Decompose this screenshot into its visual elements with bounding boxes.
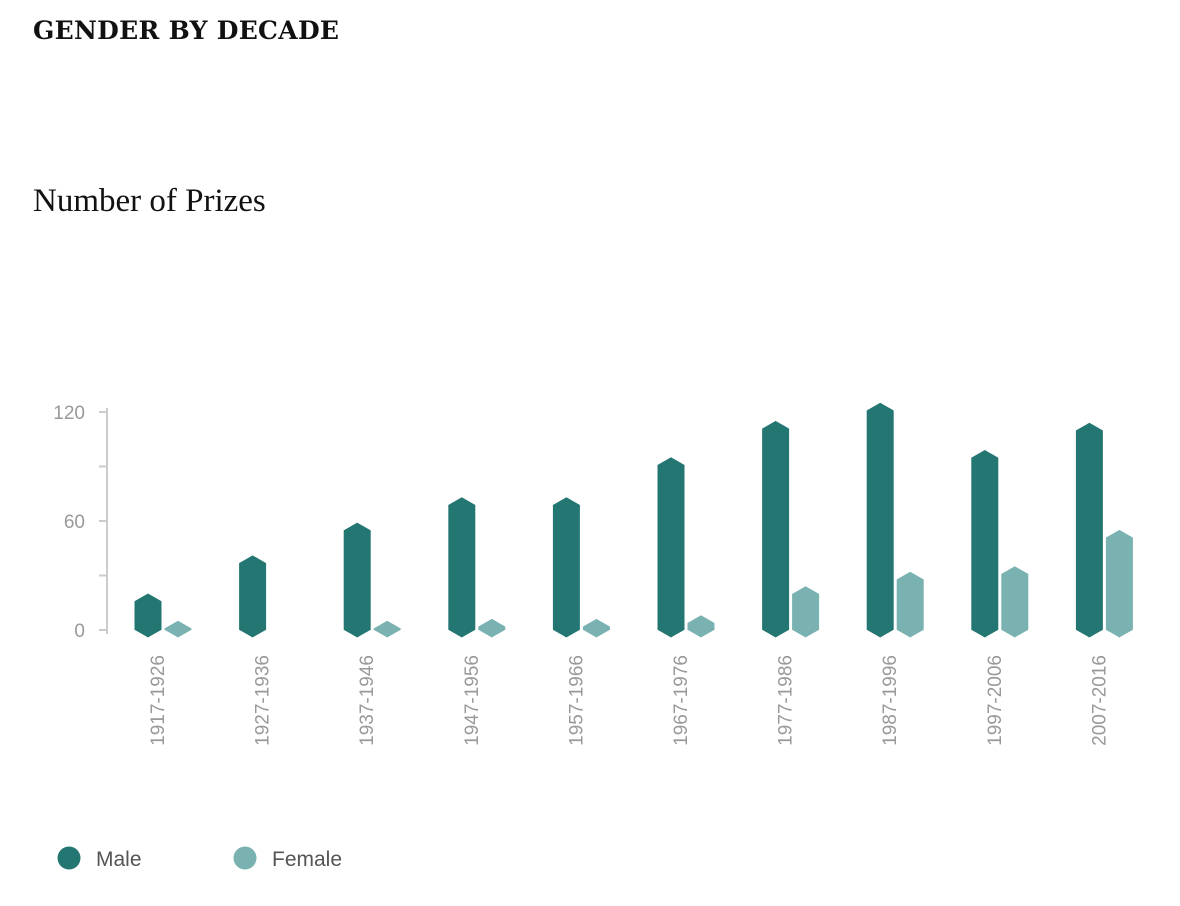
bar-female-1937-1946 bbox=[372, 619, 402, 639]
bar-male-1977-1986 bbox=[761, 419, 791, 639]
bar-male-1937-1946 bbox=[342, 521, 372, 639]
x-tick-label: 1927-1936 bbox=[253, 655, 274, 746]
y-tick-label: 120 bbox=[53, 403, 85, 424]
legend-swatch-male bbox=[57, 846, 81, 870]
y-tick-label: 0 bbox=[74, 621, 85, 642]
bar-male-1957-1966 bbox=[551, 496, 581, 639]
x-tick-label: 1937-1946 bbox=[357, 655, 378, 746]
x-tick-label: 1997-2006 bbox=[985, 655, 1006, 746]
bar-male-1927-1936 bbox=[238, 554, 268, 639]
bar-female-1957-1966 bbox=[581, 617, 611, 639]
x-tick-label: 1967-1976 bbox=[671, 655, 692, 746]
bar-female-1947-1956 bbox=[477, 617, 507, 639]
x-tick-label: 1977-1986 bbox=[776, 655, 797, 746]
bar-female-2007-2016 bbox=[1104, 528, 1134, 639]
bar-male-2007-2016 bbox=[1074, 421, 1104, 639]
x-tick-label: 1917-1926 bbox=[148, 655, 169, 746]
legend-swatch-female bbox=[233, 846, 257, 870]
y-tick-label: 60 bbox=[64, 512, 85, 533]
bar-female-1917-1926 bbox=[163, 619, 193, 639]
bar-female-1977-1986 bbox=[791, 585, 821, 639]
bar-male-1917-1926 bbox=[133, 592, 163, 639]
bar-male-1967-1976 bbox=[656, 456, 686, 639]
x-tick-label: 2007-2016 bbox=[1089, 655, 1110, 746]
x-tick-label: 1987-1996 bbox=[880, 655, 901, 746]
bar-female-1967-1976 bbox=[686, 614, 716, 639]
legend-label-male: Male bbox=[96, 848, 142, 871]
chart-title: Number of Prizes bbox=[33, 183, 266, 219]
bar-male-1987-1996 bbox=[865, 401, 895, 639]
x-tick-label: 1947-1956 bbox=[462, 655, 483, 746]
bar-female-1997-2006 bbox=[1000, 565, 1030, 639]
section-title: GENDER BY DECADE bbox=[33, 16, 340, 45]
bar-male-1947-1956 bbox=[447, 496, 477, 639]
bar-male-1997-2006 bbox=[970, 448, 1000, 639]
legend-label-female: Female bbox=[272, 848, 342, 871]
bar-female-1987-1996 bbox=[895, 570, 925, 639]
x-tick-label: 1957-1966 bbox=[566, 655, 587, 746]
